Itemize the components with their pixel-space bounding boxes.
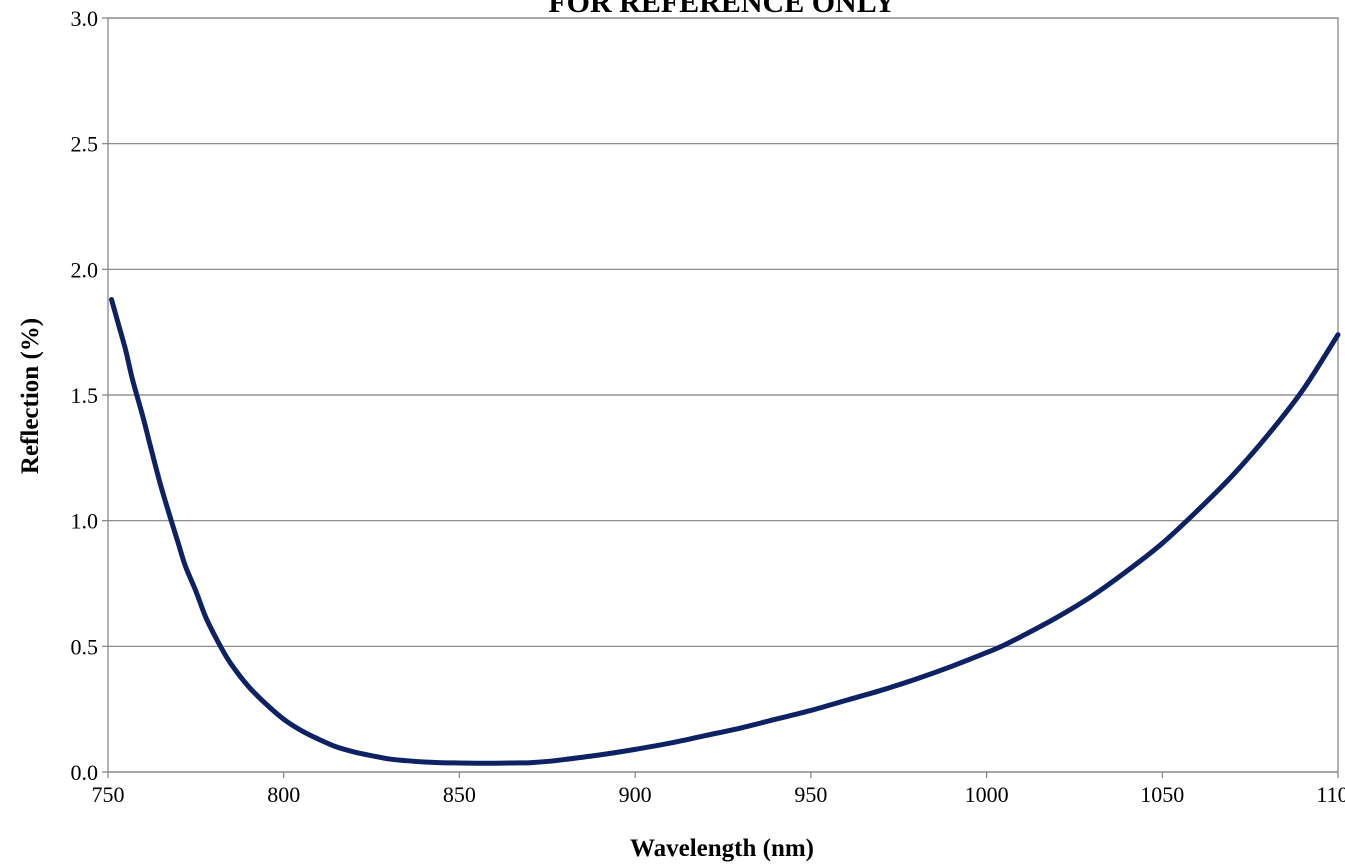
plot-area-frame bbox=[107, 17, 1339, 773]
x-tick-label: 800 bbox=[267, 782, 300, 807]
y-axis-title: Reflection (%) bbox=[17, 318, 44, 474]
x-tick-label: 750 bbox=[92, 782, 125, 807]
x-tick-label: 950 bbox=[794, 782, 827, 807]
x-tick-label: 900 bbox=[619, 782, 652, 807]
y-tick-label: 0.0 bbox=[71, 760, 99, 785]
series-line-0 bbox=[109, 296, 1341, 766]
x-tick-label: 850 bbox=[443, 782, 476, 807]
y-tick-label: 1.0 bbox=[71, 509, 99, 534]
chart-title: FOR REFERENCE ONLY bbox=[548, 0, 896, 19]
x-tick-label: 1000 bbox=[965, 782, 1009, 807]
y-tick-label: 3.0 bbox=[71, 6, 99, 31]
x-tick-label: 1100 bbox=[1316, 782, 1345, 807]
y-tick-label: 0.5 bbox=[71, 634, 99, 659]
series-group bbox=[109, 296, 1341, 766]
y-tick-labels: 0.0 0.5 1.0 1.5 2.0 2.5 3.0 bbox=[71, 6, 99, 785]
x-tick-label: 1050 bbox=[1140, 782, 1184, 807]
x-tick-labels: 750 800 850 900 950 1000 1050 1100 bbox=[92, 782, 1345, 807]
y-tick-label: 2.5 bbox=[71, 132, 99, 157]
y-tick-label: 2.0 bbox=[71, 257, 99, 282]
x-axis-title: Wavelength (nm) bbox=[630, 835, 814, 862]
y-tick-label: 1.5 bbox=[71, 383, 99, 408]
